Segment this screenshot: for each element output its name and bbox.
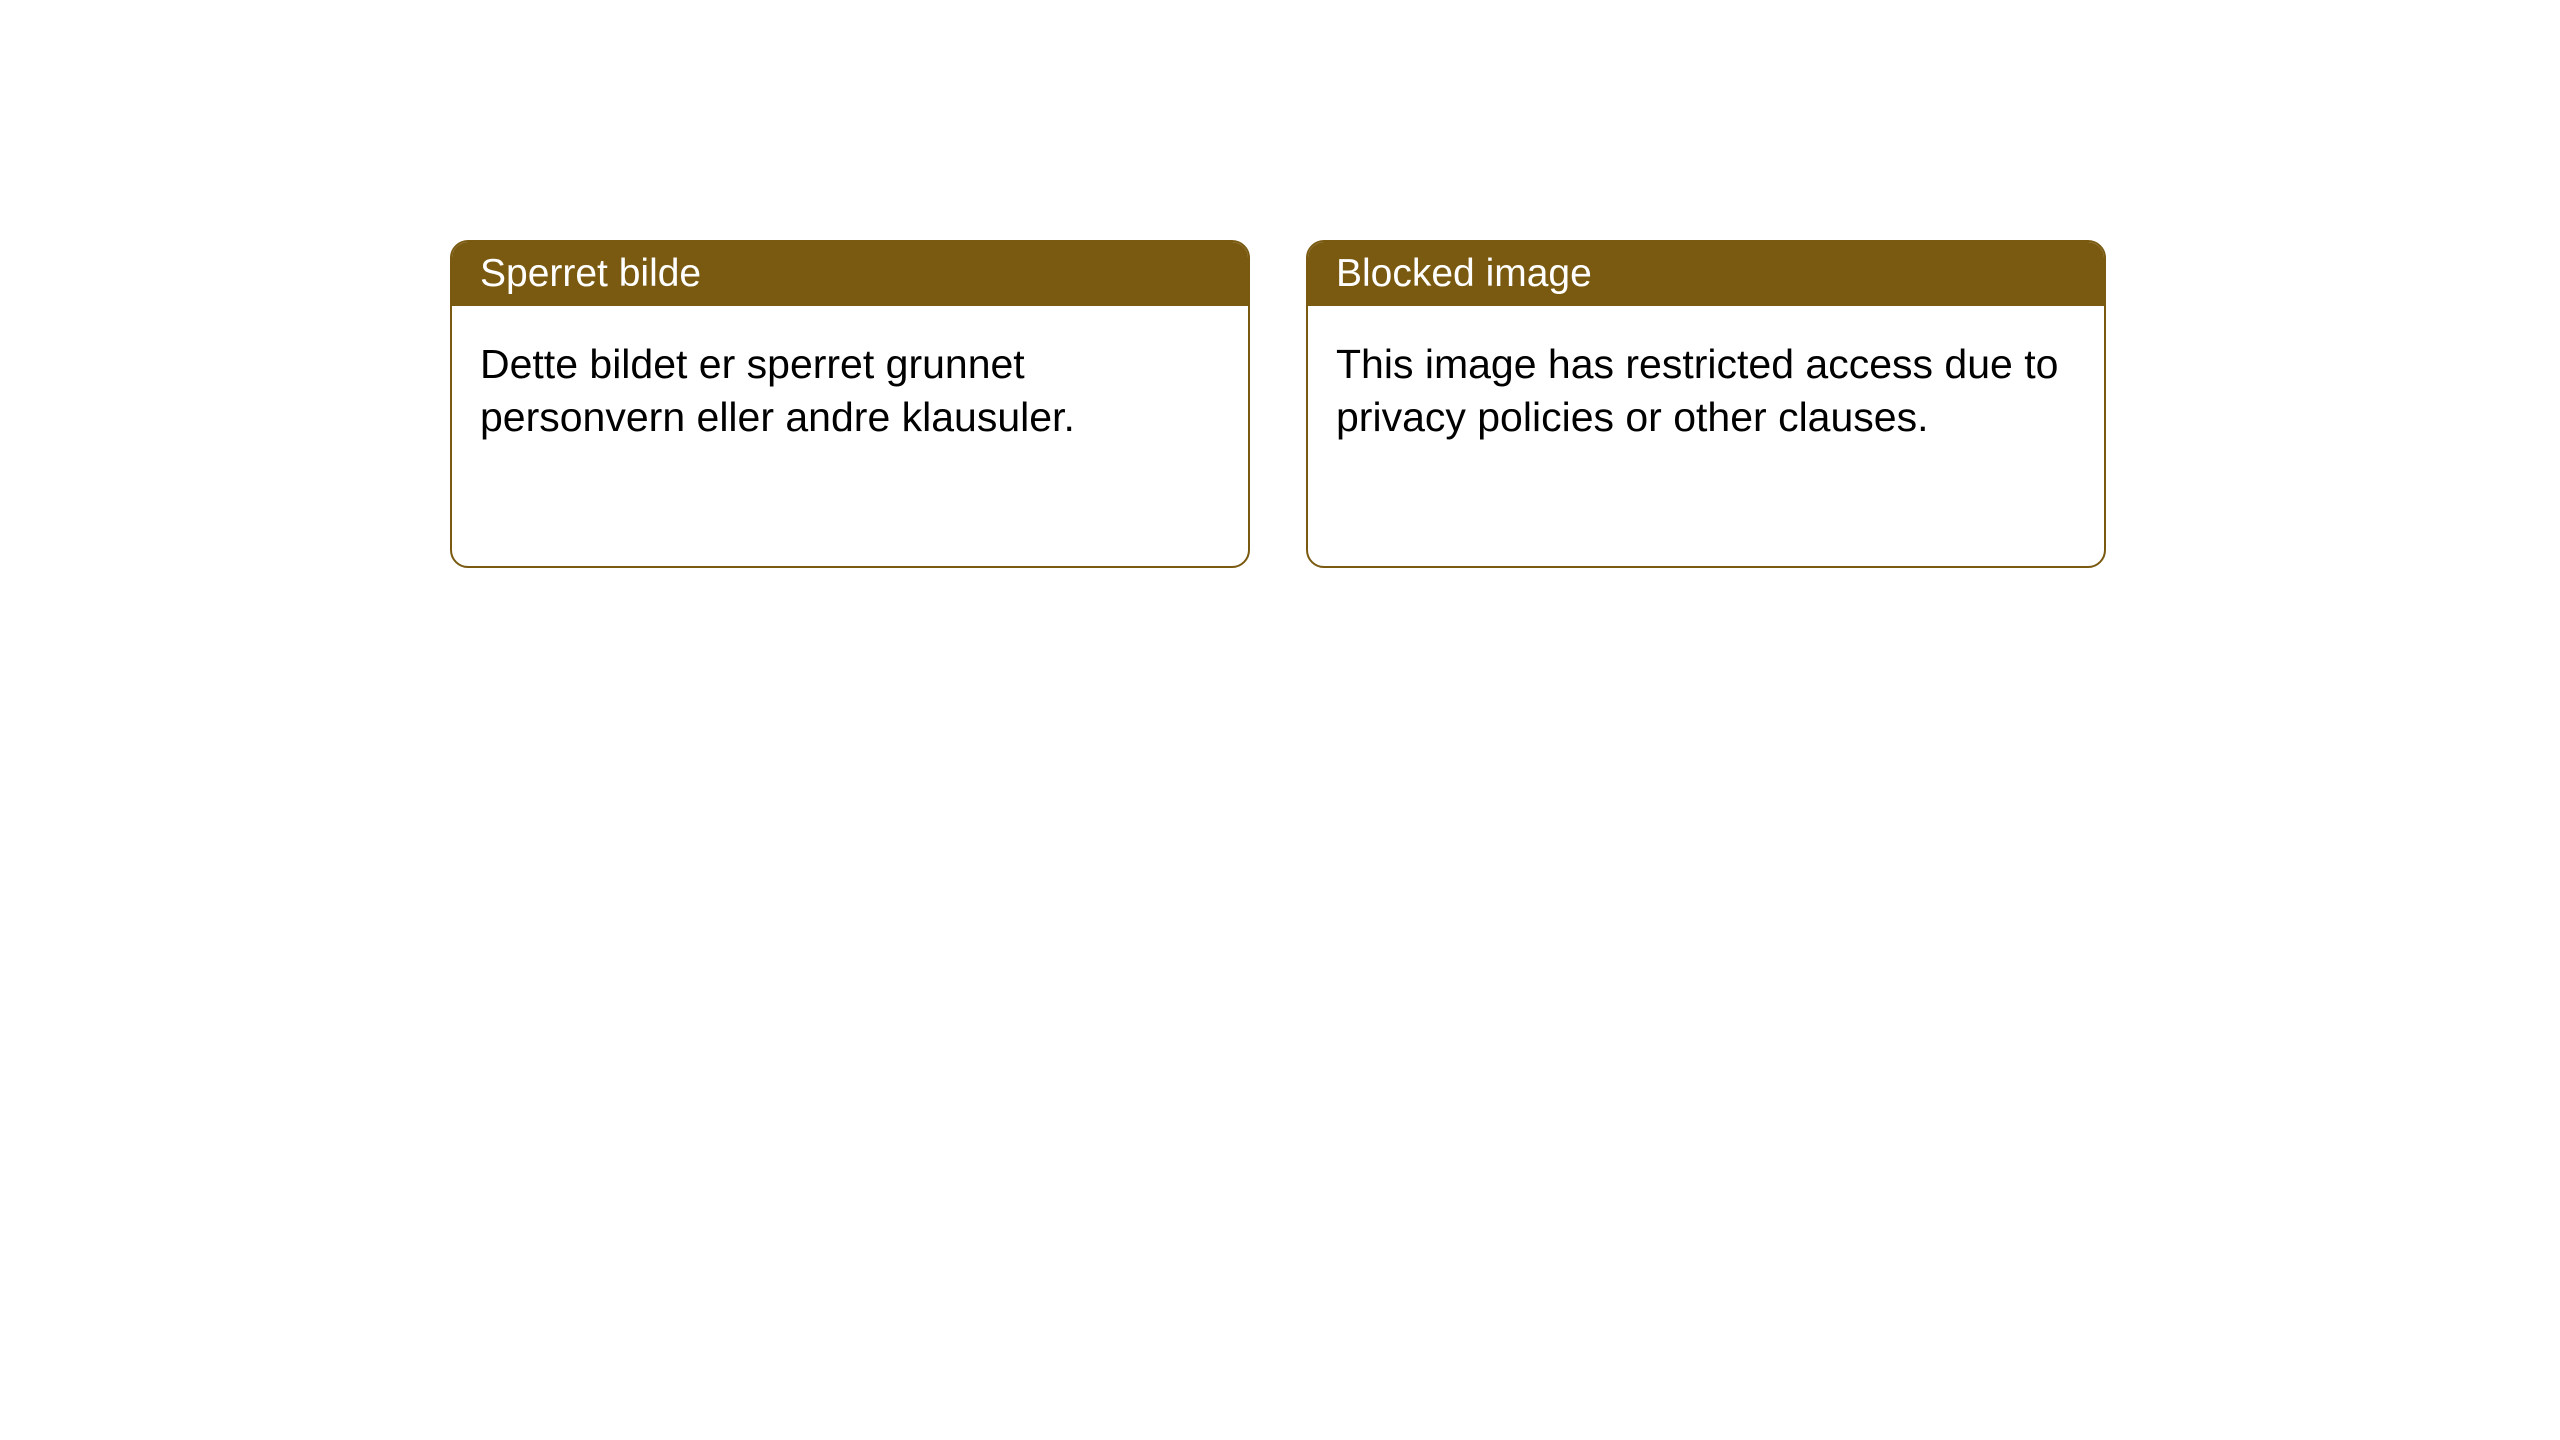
notice-header: Blocked image — [1308, 242, 2104, 306]
notice-container: Sperret bilde Dette bildet er sperret gr… — [0, 0, 2560, 568]
notice-card-norwegian: Sperret bilde Dette bildet er sperret gr… — [450, 240, 1250, 568]
notice-title: Sperret bilde — [480, 252, 701, 295]
notice-message: Dette bildet er sperret grunnet personve… — [480, 341, 1075, 440]
notice-title: Blocked image — [1336, 252, 1592, 295]
notice-header: Sperret bilde — [452, 242, 1248, 306]
notice-card-english: Blocked image This image has restricted … — [1306, 240, 2106, 568]
notice-body: This image has restricted access due to … — [1308, 306, 2104, 566]
notice-message: This image has restricted access due to … — [1336, 341, 2058, 440]
notice-body: Dette bildet er sperret grunnet personve… — [452, 306, 1248, 566]
